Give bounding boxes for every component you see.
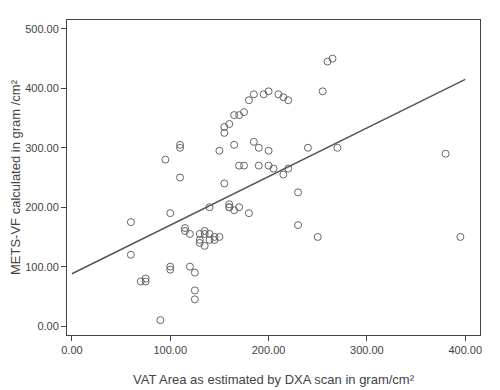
svg-text:100.00: 100.00 (25, 261, 59, 273)
svg-text:500.00: 500.00 (25, 23, 59, 35)
svg-text:VAT Area as estimated by DXA s: VAT Area as estimated by DXA scan in gra… (133, 372, 415, 387)
svg-text:0.00: 0.00 (37, 320, 58, 332)
svg-text:400.00: 400.00 (448, 344, 482, 356)
svg-text:300.00: 300.00 (350, 344, 384, 356)
svg-text:200.00: 200.00 (252, 344, 286, 356)
svg-text:300.00: 300.00 (25, 142, 59, 154)
svg-text:400.00: 400.00 (25, 82, 59, 94)
svg-text:200.00: 200.00 (25, 201, 59, 213)
svg-text:METS-VF calculated in gram /cm: METS-VF calculated in gram /cm² (8, 79, 23, 275)
svg-text:100.00: 100.00 (153, 344, 187, 356)
svg-text:0.00: 0.00 (61, 344, 82, 356)
